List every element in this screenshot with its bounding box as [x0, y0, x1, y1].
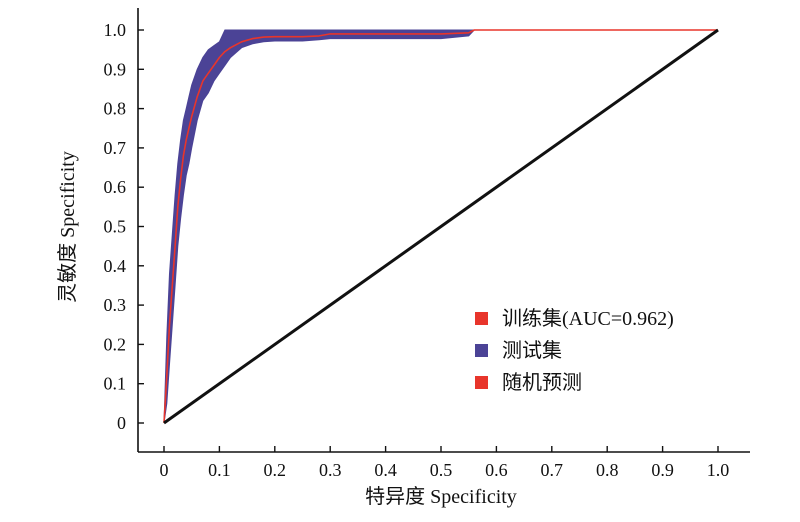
- x-tick-label: 0.9: [651, 460, 674, 480]
- x-tick-label: 0.2: [264, 460, 287, 480]
- y-tick-label: 0.2: [104, 334, 127, 354]
- x-tick-label: 0.3: [319, 460, 342, 480]
- y-tick-label: 0.5: [104, 217, 127, 237]
- y-tick-label: 0.9: [104, 59, 127, 79]
- y-tick-label: 0.4: [104, 256, 127, 276]
- y-tick-label: 0.7: [104, 138, 127, 158]
- legend-swatch: [475, 376, 488, 389]
- y-tick-label: 1.0: [104, 20, 127, 40]
- x-tick-label: 0.4: [374, 460, 397, 480]
- line-layer: [163, 28, 719, 425]
- x-axis-title: 特异度 Specificity: [365, 485, 517, 508]
- x-tick-label: 0: [160, 460, 169, 480]
- y-tick-label: 0.1: [104, 374, 127, 394]
- x-tick-label: 0.5: [430, 460, 453, 480]
- x-tick-label: 0.6: [485, 460, 508, 480]
- axes-layer: [137, 8, 750, 453]
- train-roc-line: [163, 29, 718, 424]
- x-tick-label: 1.0: [707, 460, 730, 480]
- y-tick-label: 0.8: [104, 99, 127, 119]
- y-tick-label: 0: [117, 413, 126, 433]
- x-tick-label: 0.7: [541, 460, 564, 480]
- legend-label: 训练集(AUC=0.962): [502, 307, 674, 330]
- y-axis-title: 灵敏度 Specificity: [56, 151, 79, 303]
- y-tick-label: 0.3: [104, 295, 127, 315]
- test-band-layer: [163, 29, 718, 424]
- legend-swatch: [475, 344, 488, 357]
- legend-swatch: [475, 312, 488, 325]
- x-tick-label: 0.8: [596, 460, 619, 480]
- legend-label: 测试集: [502, 339, 562, 362]
- legend-label: 随机预测: [502, 371, 582, 394]
- test-confidence-band: [163, 29, 718, 424]
- y-tick-label: 0.6: [104, 177, 127, 197]
- x-tick-label: 0.1: [208, 460, 231, 480]
- random-prediction-line: [163, 28, 719, 425]
- tick-layer: 0 0.1 0.2 0.3 0.4 0.5 0.6 0.7 0.8 0.9 1.0 0 0.1 0.2 0.…: [104, 20, 730, 480]
